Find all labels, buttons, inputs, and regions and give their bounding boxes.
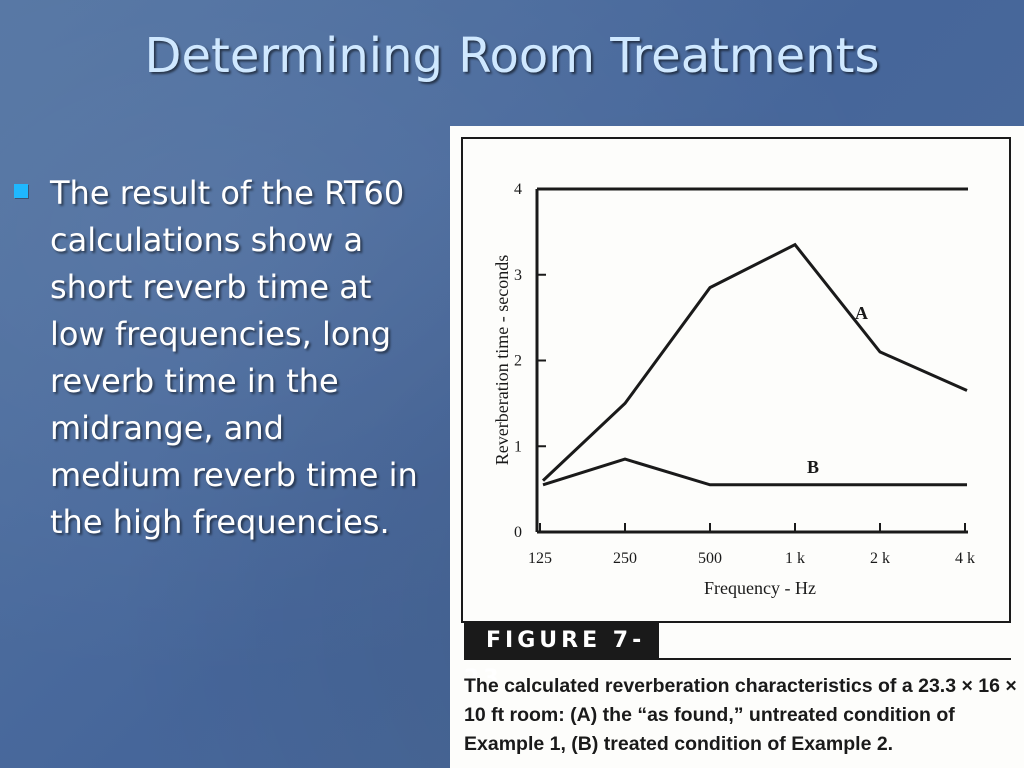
- x-tick-label: 4 k: [955, 550, 975, 567]
- figure-frame: [461, 137, 1011, 623]
- x-tick-label: 500: [698, 550, 722, 567]
- series-line-b: [542, 457, 967, 487]
- y-tick-label: 4: [514, 181, 522, 198]
- series-line-a: [541, 242, 968, 482]
- y-tick-label: 2: [514, 353, 522, 370]
- x-tick-label: 125: [528, 550, 552, 567]
- slide-title: Determining Room Treatments: [144, 28, 880, 84]
- square-bullet-icon: [14, 184, 28, 198]
- bullet-text: The result of the RT60 calculations show…: [50, 174, 418, 541]
- x-axis-title: Frequency - Hz: [704, 578, 816, 598]
- figure-label: FIGURE 7-23: [464, 622, 659, 691]
- figure-panel: 0 1 2 3 4 125 250 500 1 k 2 k 4 k Frequency - Hz Rev…: [450, 126, 1024, 768]
- reverb-chart: 0 1 2 3 4 125 250 500 1 k 2 k 4 k Frequency - Hz Rev…: [461, 137, 1011, 623]
- x-tick-label: 2 k: [870, 550, 890, 567]
- y-tick-label: 1: [514, 438, 522, 455]
- x-tick-label: 1 k: [785, 550, 805, 567]
- series-label-a: A: [855, 303, 868, 323]
- figure-caption: The calculated reverberation characteris…: [464, 675, 1017, 755]
- bullet-list: The result of the RT60 calculations show…: [14, 170, 434, 546]
- series-label-b: B: [807, 457, 819, 477]
- y-tick-label: 0: [514, 524, 522, 541]
- y-axis-title: Reverberation time - seconds: [492, 255, 512, 465]
- y-tick-label: 3: [514, 267, 522, 284]
- figure-label-rule: [659, 658, 1011, 660]
- x-tick-label: 250: [613, 550, 637, 567]
